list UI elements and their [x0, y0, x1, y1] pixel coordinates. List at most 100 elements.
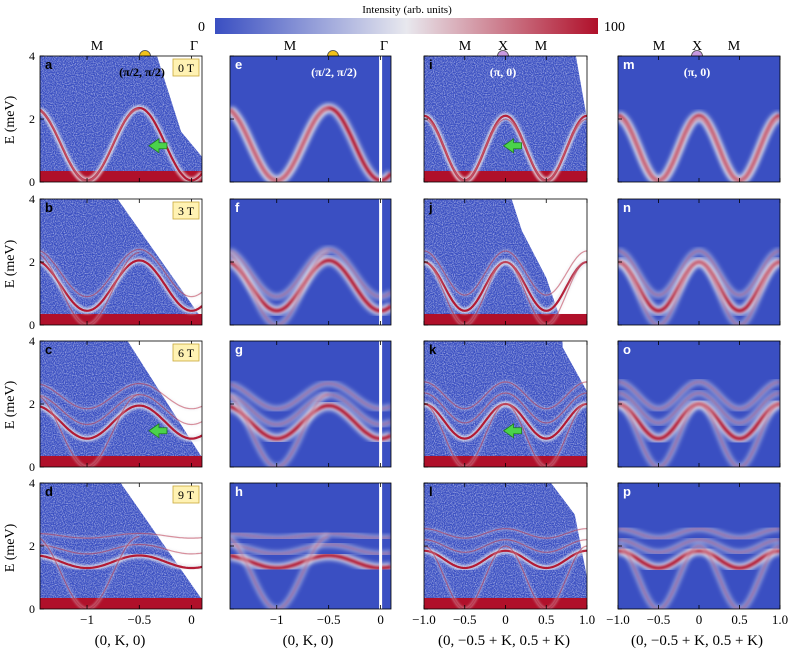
y-tick-label: 2: [29, 255, 35, 269]
top-label-col1-Gamma: Γ: [190, 39, 198, 54]
gapless-mode-curve: [230, 393, 329, 467]
panel-letter: o: [623, 342, 631, 357]
elastic-line: [40, 313, 202, 325]
panel-o: o: [617, 340, 781, 468]
panel-letter: i: [429, 57, 433, 72]
x-tick-label: −1: [270, 612, 284, 627]
magnon-band-curve: [230, 382, 391, 410]
panel-n: n: [617, 198, 781, 326]
gapless-mode-curve: [230, 251, 329, 325]
magnon-band-curve: [424, 549, 587, 570]
panel-h: −1 −0.5 0 h: [229, 482, 392, 627]
magnon-band-curve: [424, 539, 587, 553]
top-label-col3-M1: M: [459, 39, 472, 54]
panel-m: m (π, 0): [617, 55, 781, 183]
xlabel-col4: (0, −0.5 + K, 0.5 + K): [631, 633, 763, 649]
green-arrow-marker: [502, 423, 522, 439]
panel-l: −1.0 −0.5 0 0.5 1.0 l: [412, 482, 595, 627]
x-tick-label: −0.5: [127, 612, 151, 627]
x-tick-label: −1.0: [412, 612, 436, 627]
x-tick-label: −0.5: [317, 612, 341, 627]
magnon-band-curve: [40, 248, 202, 298]
panel-letter: l: [429, 484, 433, 499]
y-axis-labels: E (meV) E (meV) E (meV) E (meV): [3, 95, 18, 572]
xlabel-col1: (0, K, 0): [95, 633, 146, 649]
panel-letter: c: [45, 342, 52, 357]
top-label-col2-M: M: [284, 39, 297, 54]
gapless-mode-curve: [424, 545, 587, 609]
magnon-band-curve: [618, 548, 780, 570]
top-label-col4-X: X: [692, 39, 702, 54]
gapless-mode-curve: [230, 535, 329, 609]
panel-d: −1 −0.5 0 0 2 4d 9 T: [29, 476, 203, 627]
gapless-mode-curve: [618, 403, 780, 467]
xlabel-col2: (0, K, 0): [283, 633, 334, 649]
magnon-band-curve: [618, 381, 780, 410]
panel-c: 0 2 4c 6 T: [29, 334, 203, 474]
gapless-mode-curve: [424, 403, 587, 467]
elastic-line: [424, 597, 587, 609]
ylabel-row3: E (meV): [3, 380, 18, 429]
ylabel-row1: E (meV): [3, 95, 18, 144]
field-badge: [172, 201, 200, 220]
panel-letter: b: [45, 200, 53, 215]
top-label-col4-M2: M: [728, 39, 741, 54]
top-label-col2-Gamma: Γ: [380, 39, 388, 54]
y-tick-label: 0: [29, 460, 35, 474]
elastic-line: [40, 597, 202, 609]
x-tick-label: 0: [188, 612, 195, 627]
x-tick-label: 1.0: [579, 612, 595, 627]
colorbar: Intensity (arb. units) 0 100: [198, 4, 625, 35]
field-badge: [172, 58, 200, 77]
top-label-col3-M2: M: [535, 39, 548, 54]
panel-letter: p: [623, 484, 631, 499]
x-tick-label: 0.5: [731, 612, 747, 627]
gapless-mode-curve: [40, 109, 140, 182]
magnon-band-curve: [230, 393, 391, 426]
y-tick-label: 0: [29, 318, 35, 332]
magnon-band-curve: [230, 543, 391, 555]
magnon-band-curve: [230, 248, 391, 298]
panel-f: f: [229, 198, 392, 326]
top-label-col1-M: M: [91, 39, 104, 54]
green-arrow-marker: [148, 423, 168, 439]
point-label: (π, 0): [490, 65, 517, 79]
field-label: 0 T: [178, 61, 195, 75]
top-label-col3-X: X: [498, 39, 508, 54]
elastic-line: [424, 455, 587, 467]
x-axis-labels: (0, K, 0) (0, K, 0) (0, −0.5 + K, 0.5 + …: [95, 633, 763, 649]
elastic-line: [40, 455, 202, 467]
panel-letter: m: [623, 57, 635, 72]
y-tick-label: 0: [29, 175, 35, 189]
point-label: (π/2, π/2): [311, 65, 357, 79]
magnon-band-curve: [618, 538, 780, 554]
green-arrow-marker: [502, 138, 522, 154]
elastic-line: [424, 313, 587, 325]
field-badge: [172, 343, 200, 362]
ylabel-row2: E (meV): [3, 239, 18, 288]
y-tick-label: 2: [29, 539, 35, 553]
panel-letter: j: [428, 200, 433, 215]
gapless-mode-curve: [618, 118, 780, 182]
colorbar-max-label: 100: [604, 20, 625, 35]
gapless-mode-curve: [618, 261, 780, 325]
x-tick-label: 0: [377, 612, 384, 627]
panel-letter: f: [235, 200, 240, 215]
y-tick-label: 4: [29, 476, 35, 490]
panel-letter: g: [235, 342, 243, 357]
magnon-band-curve: [618, 250, 780, 296]
y-tick-label: 2: [29, 112, 35, 126]
x-tick-label: −0.5: [453, 612, 477, 627]
panel-e: e (π/2, π/2): [229, 55, 392, 183]
panel-letter: k: [429, 342, 437, 357]
x-tick-label: −0.5: [647, 612, 671, 627]
gapless-mode-curve: [424, 118, 587, 182]
field-label: 6 T: [178, 346, 195, 360]
colorbar-min-label: 0: [198, 20, 205, 35]
point-label: (π, 0): [684, 65, 711, 79]
magnon-band-curve: [40, 532, 202, 539]
y-tick-label: 4: [29, 192, 35, 206]
gapless-mode-curve: [424, 261, 587, 325]
